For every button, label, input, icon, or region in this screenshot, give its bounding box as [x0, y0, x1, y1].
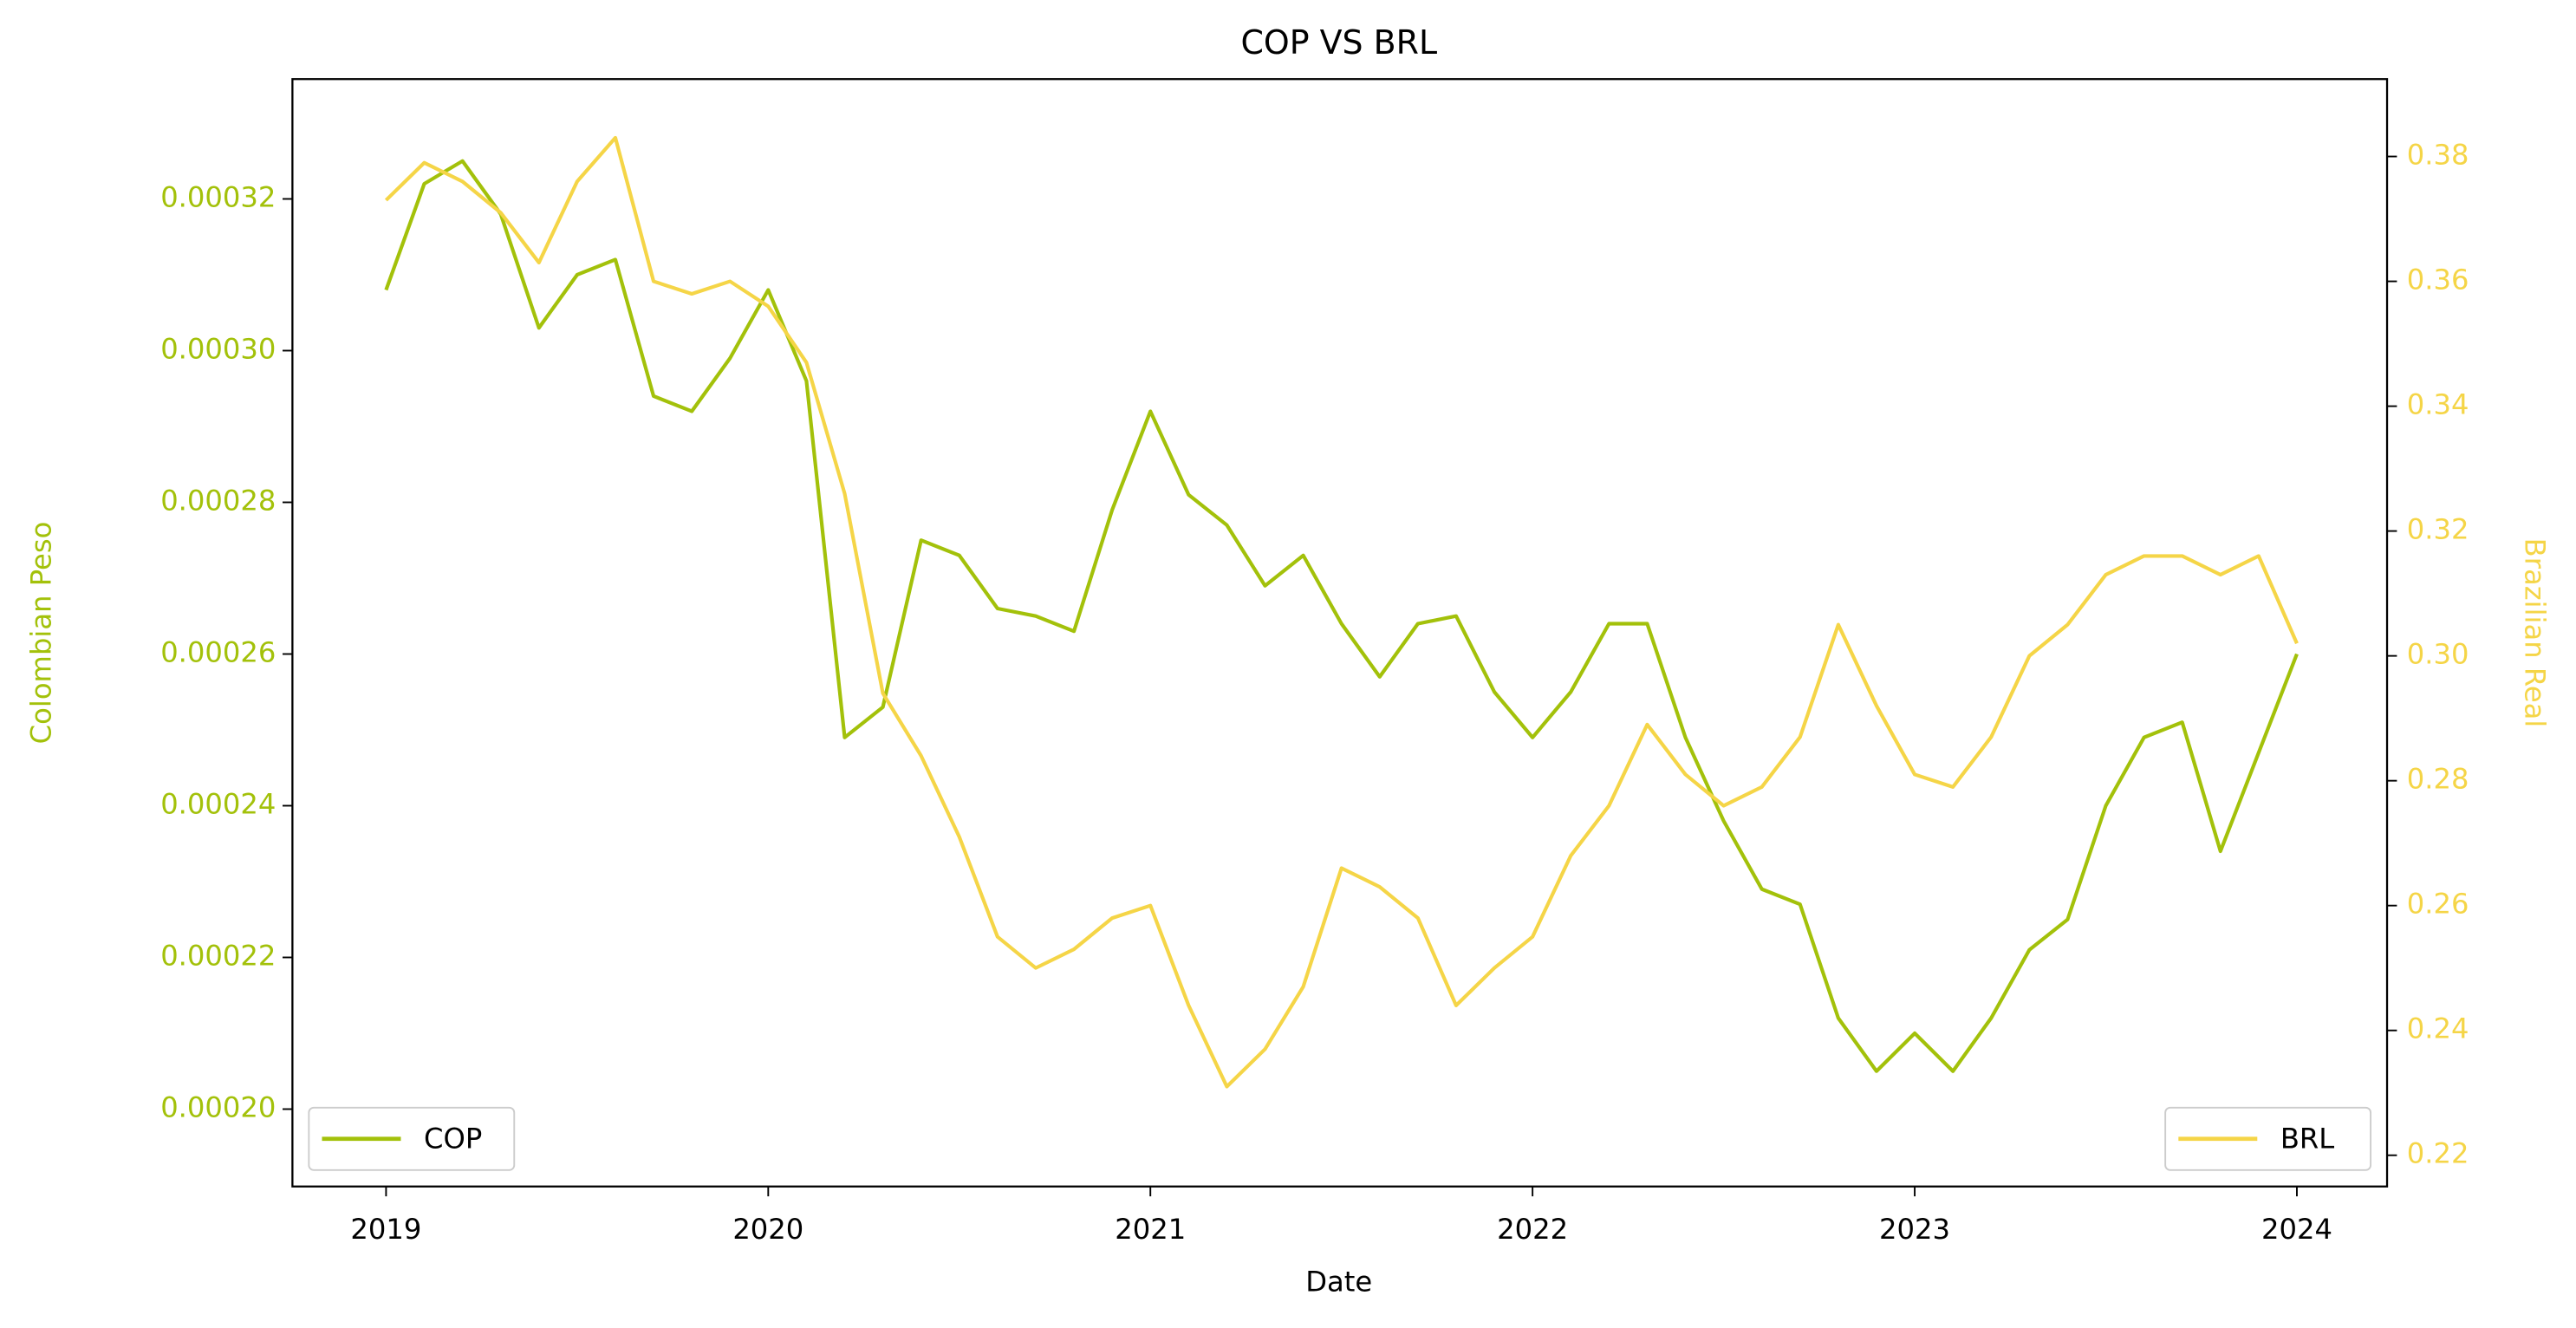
- x-tick-label: 2023: [1879, 1213, 1950, 1246]
- legend-box: [2164, 1106, 2372, 1171]
- y-tick-label: 0.00020: [160, 1090, 276, 1123]
- y2-tick-label: 0.26: [2407, 888, 2469, 921]
- y-tick-label: 0.00028: [160, 484, 276, 517]
- y2-tick-label: 0.34: [2407, 388, 2469, 421]
- x-tick-label: 2020: [732, 1213, 803, 1246]
- y-tick-label: 0.00030: [160, 332, 276, 365]
- y2-tick-label: 0.22: [2407, 1137, 2469, 1170]
- y2-tick-label: 0.38: [2407, 139, 2469, 172]
- x-tick-label: 2022: [1497, 1213, 1568, 1246]
- legend-label: BRL: [2280, 1123, 2334, 1155]
- y-tick-label: 0.00026: [160, 635, 276, 668]
- y-tick-label: 0.00022: [160, 939, 276, 972]
- y2-tick-label: 0.30: [2407, 638, 2469, 671]
- y2-axis-label: Brazilian Real: [2519, 538, 2552, 728]
- legend-label: COP: [424, 1123, 482, 1155]
- y2-tick-label: 0.24: [2407, 1012, 2469, 1045]
- y2-tick-label: 0.36: [2407, 264, 2469, 296]
- data-line: [384, 159, 2299, 1073]
- plot-frame: [291, 78, 2389, 1188]
- x-tick-label: 2021: [1115, 1213, 1186, 1246]
- x-tick-label: 2019: [350, 1213, 421, 1246]
- x-tick-label: 2024: [2261, 1213, 2332, 1246]
- y-axis-label: Colombian Peso: [24, 522, 57, 745]
- legend-box: [308, 1106, 516, 1171]
- y-tick-label: 0.00024: [160, 787, 276, 820]
- y2-tick-label: 0.28: [2407, 763, 2469, 796]
- x-axis-label: Date: [1305, 1266, 1372, 1299]
- y-tick-label: 0.00032: [160, 180, 276, 213]
- data-line: [384, 135, 2299, 1089]
- chart-title: COP VS BRL: [1240, 23, 1437, 62]
- y2-tick-label: 0.32: [2407, 513, 2469, 546]
